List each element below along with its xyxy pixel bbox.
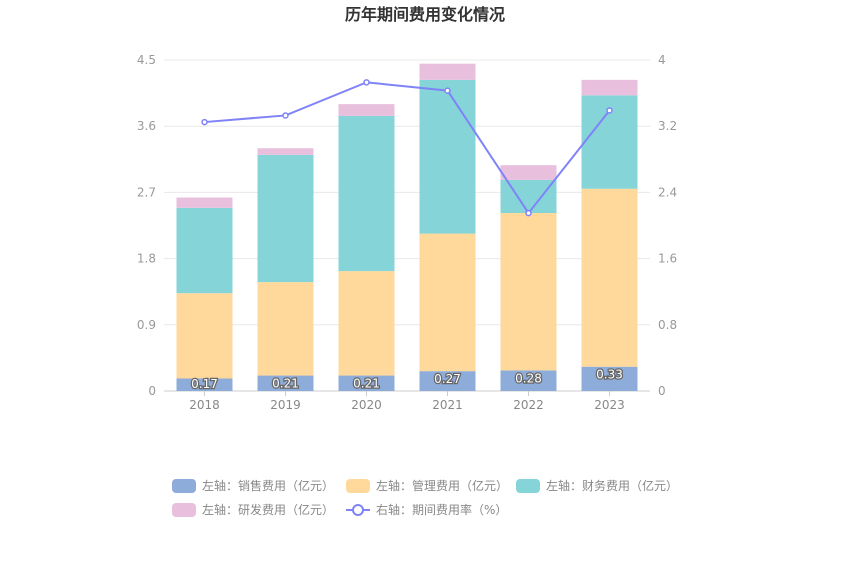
- legend-label: 左轴：管理费用（亿元）: [376, 478, 508, 493]
- rate-point: [201, 118, 208, 126]
- left-tick-label: 0: [148, 384, 156, 398]
- rate-line-path: [204, 81, 611, 215]
- legend-label: 左轴：财务费用（亿元）: [546, 478, 678, 493]
- bar-segment: [338, 115, 395, 272]
- bar-segment: [419, 63, 476, 80]
- right-tick-label: 4: [658, 53, 666, 67]
- rate-point: [363, 79, 370, 86]
- data-label: 0.17: [191, 377, 218, 391]
- x-tick-label: 2021: [432, 398, 463, 412]
- x-axis: 2018 2019 2020 2021 2022 2023: [189, 391, 625, 412]
- legend-item[interactable]: 左轴：研发费用（亿元）: [172, 502, 334, 517]
- bar-segment: [581, 79, 638, 96]
- rate-point: [282, 112, 289, 119]
- bar-segment: [581, 188, 638, 367]
- legend-swatch: [172, 479, 196, 493]
- right-tick-label: 2.4: [658, 185, 677, 199]
- legend[interactable]: 左轴：销售费用（亿元） 左轴：管理费用（亿元） 左轴：财务费用（亿元） 左轴：研发费用…: [172, 478, 678, 517]
- bar-segment: [419, 233, 476, 372]
- left-tick-label: 0.9: [137, 318, 156, 332]
- data-label: 0.21: [272, 377, 299, 391]
- legend-swatch: [172, 503, 196, 517]
- legend-point-marker: [352, 504, 364, 516]
- bar-segment: [500, 370, 557, 391]
- bar-segment: [338, 375, 395, 391]
- right-tick-label: 0.8: [658, 318, 677, 332]
- bar-segment: [419, 79, 476, 234]
- data-label: 0.33: [596, 368, 623, 382]
- bar-segment: [257, 154, 314, 283]
- rate-point: [606, 107, 613, 114]
- rate-line: [201, 79, 613, 217]
- rate-point: [525, 209, 532, 217]
- bar-segment: [338, 271, 395, 376]
- data-label: 0.28: [515, 371, 542, 385]
- x-tick-label: 2023: [594, 398, 625, 412]
- legend-label: 左轴：销售费用（亿元）: [202, 478, 334, 493]
- bar-segment: [257, 148, 314, 155]
- left-tick-label: 2.7: [137, 185, 156, 199]
- legend-item[interactable]: 左轴：财务费用（亿元）: [516, 478, 678, 493]
- right-tick-label: 3.2: [658, 119, 677, 133]
- legend-swatch: [346, 479, 370, 493]
- left-axis: 0 0.9 1.8 2.7 3.6 4.5: [137, 53, 156, 398]
- legend-label: 左轴：研发费用（亿元）: [202, 502, 334, 517]
- bar-segment: [176, 378, 233, 391]
- legend-item[interactable]: 左轴：管理费用（亿元）: [346, 478, 508, 493]
- legend-item[interactable]: 左轴：销售费用（亿元）: [172, 478, 334, 493]
- bar-segment: [500, 165, 557, 180]
- rate-point: [444, 87, 451, 94]
- bar-segment: [581, 366, 638, 391]
- bar-segment: [176, 293, 233, 379]
- right-tick-label: 1.6: [658, 252, 677, 266]
- bar-segment: [257, 282, 314, 376]
- bar-segment: [176, 207, 233, 294]
- legend-swatch: [516, 479, 540, 493]
- left-tick-label: 3.6: [137, 119, 156, 133]
- data-label: 0.27: [434, 372, 461, 386]
- x-tick-label: 2019: [270, 398, 301, 412]
- bar-segment: [176, 197, 233, 208]
- left-tick-label: 4.5: [137, 53, 156, 67]
- bar-segment: [338, 104, 395, 116]
- bar-segment: [419, 371, 476, 391]
- x-tick-label: 2020: [351, 398, 382, 412]
- left-tick-label: 1.8: [137, 252, 156, 266]
- grid: [164, 59, 650, 392]
- right-tick-label: 0: [658, 384, 666, 398]
- legend-label: 右轴：期间费用率（%）: [376, 502, 507, 517]
- x-tick-label: 2018: [189, 398, 220, 412]
- bar-segment: [500, 212, 557, 371]
- chart-title: 历年期间费用变化情况: [345, 5, 505, 24]
- right-axis: 0 0.8 1.6 2.4 3.2 4: [658, 53, 677, 398]
- bar-segment: [257, 375, 314, 391]
- data-label: 0.21: [353, 377, 380, 391]
- x-tick-label: 2022: [513, 398, 544, 412]
- legend-item[interactable]: 右轴：期间费用率（%）: [346, 502, 507, 517]
- bars: 0.17 0.21 0.21 0.27 0.28 0.33: [176, 63, 638, 392]
